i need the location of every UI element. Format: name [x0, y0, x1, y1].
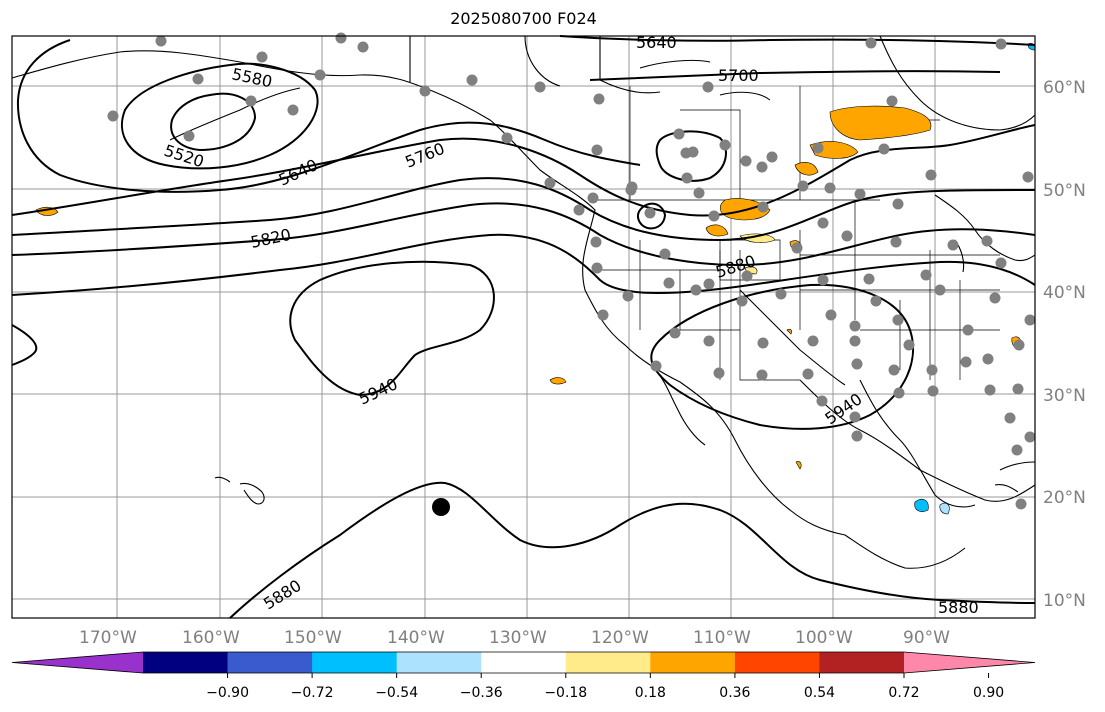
colorbar-segment	[143, 652, 229, 673]
colorbar-segment	[312, 652, 398, 673]
latitude-label: 50°N	[1043, 181, 1086, 201]
colorbar-tick-label: 0.18	[635, 685, 666, 701]
colorbar-tick-label: −0.90	[206, 685, 249, 701]
map-frame	[11, 35, 1036, 619]
longitude-labels: 170°W 160°W 150°W 140°W 130°W 120°W 110°…	[79, 628, 950, 648]
longitude-label: 110°W	[693, 628, 751, 648]
longitude-label: 140°W	[387, 628, 445, 648]
longitude-label: 160°W	[182, 628, 240, 648]
station-markers	[107, 32, 1036, 510]
colorbar-tick-label: −0.54	[375, 685, 418, 701]
colorbar-tick-label: 0.54	[804, 685, 835, 701]
contour-label-group: 5640 5700 5580 5520 5640 5760 5820 5880 …	[162, 33, 979, 617]
map-title: 2025080700 F024	[450, 9, 597, 28]
colorbar-segment	[227, 652, 313, 673]
longitude-label: 100°W	[795, 628, 853, 648]
contour-label: 5700	[718, 66, 759, 85]
colorbar-segment	[481, 652, 567, 673]
height-contours	[11, 35, 1036, 619]
latitude-label: 10°N	[1043, 591, 1086, 611]
colorbar: −0.90 −0.72 −0.54 −0.36 −0.18 0.18 0.36 0.54 0.7…	[11, 651, 1036, 701]
latitude-label: 30°N	[1043, 386, 1086, 406]
colorbar-tick-label: 0.72	[888, 685, 919, 701]
longitude-label: 120°W	[591, 628, 649, 648]
colorbar-extend-low	[12, 652, 143, 673]
colorbar-tick-label: −0.18	[544, 685, 587, 701]
latitude-label: 20°N	[1043, 488, 1086, 508]
latitude-labels: 60°N 50°N 40°N 30°N 20°N 10°N	[1043, 78, 1086, 611]
longitude-label: 170°W	[79, 628, 137, 648]
colorbar-segment	[396, 652, 482, 673]
colorbar-segment	[565, 652, 651, 673]
latitude-label: 40°N	[1043, 283, 1086, 303]
contour-label: 5640	[636, 33, 677, 52]
colorbar-tick-label: 0.36	[719, 685, 750, 701]
colorbar-segment	[650, 652, 736, 673]
longitude-label: 90°W	[903, 628, 950, 648]
colorbar-tick-label: −0.72	[291, 685, 334, 701]
political-boundaries	[597, 86, 1000, 381]
colorbar-outline	[11, 651, 1036, 674]
colorbar-tick-label: 0.90	[973, 685, 1004, 701]
longitude-label: 130°W	[489, 628, 547, 648]
contour-label: 5880	[938, 598, 979, 617]
colorbar-tick-label: −0.36	[460, 685, 503, 701]
center-marker	[432, 498, 450, 516]
latitude-label: 60°N	[1043, 78, 1086, 98]
colorbar-segment	[819, 652, 905, 673]
colorbar-segment	[734, 652, 820, 673]
colorbar-extend-high	[904, 652, 1035, 673]
longitude-label: 150°W	[284, 628, 342, 648]
